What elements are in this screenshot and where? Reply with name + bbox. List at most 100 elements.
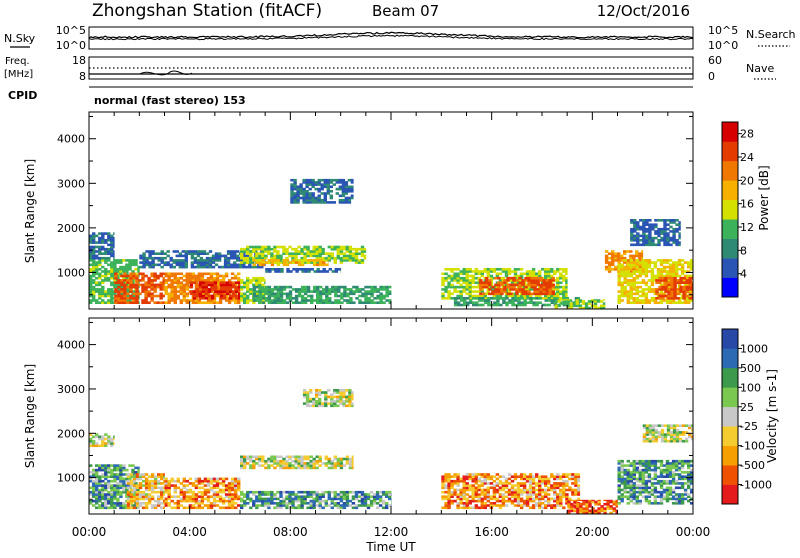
heatmap-cell — [315, 188, 318, 191]
heatmap-cell — [165, 281, 168, 284]
heatmap-cell — [315, 389, 318, 392]
heatmap-cell — [454, 304, 457, 307]
heatmap-cell — [450, 293, 453, 296]
heatmap-cell — [215, 257, 218, 260]
heatmap-cell — [331, 507, 334, 510]
heatmap-cell — [441, 491, 444, 494]
heatmap-cell — [153, 301, 156, 304]
heatmap-cell — [333, 201, 336, 204]
heatmap-cell — [298, 261, 301, 264]
heatmap-cell — [271, 268, 274, 271]
heatmap-cell — [98, 246, 101, 249]
heatmap-cell — [249, 281, 252, 284]
heatmap-cell — [270, 248, 273, 251]
heatmap-cell — [101, 442, 104, 445]
heatmap-cell — [290, 188, 293, 191]
heatmap-cell — [618, 290, 621, 293]
heatmap-cell — [648, 241, 651, 244]
heatmap-cell — [520, 304, 523, 307]
heatmap-cell — [675, 241, 678, 244]
heatmap-cell — [211, 297, 214, 300]
heatmap-cell — [331, 257, 334, 260]
heatmap-cell — [361, 246, 364, 249]
heatmap-cell — [494, 284, 497, 287]
heatmap-cell — [225, 484, 228, 487]
heatmap-cell — [101, 257, 104, 260]
heatmap-cell — [195, 275, 198, 278]
heatmap-cell — [532, 301, 535, 304]
heatmap-cell — [137, 507, 139, 510]
heatmap-cell — [367, 493, 370, 496]
heatmap-cell — [627, 279, 630, 282]
heatmap-cell — [658, 288, 661, 291]
heatmap-cell — [110, 438, 113, 441]
heatmap-cell — [285, 248, 288, 251]
heatmap-cell — [142, 507, 145, 510]
heatmap-cell — [561, 299, 564, 300]
heatmap-cell — [367, 507, 370, 510]
heatmap-cell — [137, 467, 139, 470]
heatmap-cell — [322, 261, 325, 264]
heatmap-cell — [645, 235, 648, 238]
heatmap-cell — [201, 493, 204, 496]
heatmap-cell — [672, 228, 675, 231]
heatmap-cell — [156, 275, 159, 278]
heatmap-cell — [541, 268, 544, 271]
heatmap-cell — [302, 179, 305, 182]
heatmap-cell — [336, 192, 339, 195]
heatmap-cell — [655, 288, 658, 291]
heatmap-cell — [678, 268, 681, 271]
heatmap-cell — [185, 257, 188, 260]
heatmap-cell — [156, 301, 159, 304]
heatmap-cell — [340, 297, 343, 300]
heatmap-cell — [307, 259, 310, 262]
heatmap-cell — [506, 293, 509, 296]
heatmap-cell — [288, 462, 291, 465]
heatmap-cell — [135, 288, 138, 291]
heatmap-cell — [202, 295, 205, 298]
heatmap-cell — [310, 290, 313, 293]
heatmap-cell — [240, 257, 243, 260]
heatmap-cell — [469, 279, 472, 282]
heatmap-cell — [107, 507, 110, 510]
heatmap-cell — [151, 473, 154, 476]
heatmap-cell — [127, 491, 130, 494]
heatmap-cell — [639, 219, 642, 222]
heatmap-cell — [349, 467, 352, 470]
heatmap-cell — [558, 299, 561, 300]
heatmap-cell — [565, 273, 567, 276]
heatmap-cell — [182, 250, 185, 253]
heatmap-cell — [261, 250, 264, 253]
heatmap-cell — [207, 273, 210, 276]
heatmap-cell — [333, 400, 336, 403]
heatmap-cell — [273, 493, 276, 496]
heatmap-cell — [469, 275, 472, 278]
heatmap-cell — [463, 475, 466, 478]
heatmap-cell — [95, 277, 98, 280]
heatmap-cell — [101, 299, 104, 302]
heatmap-cell — [386, 288, 389, 291]
heatmap-cell — [305, 179, 308, 182]
heatmap-cell — [176, 250, 179, 253]
heatmap-cell — [658, 286, 661, 289]
heatmap-cell — [686, 286, 689, 289]
heatmap-cell — [119, 507, 122, 510]
heatmap-cell — [536, 297, 539, 300]
heatmap-cell — [171, 281, 174, 284]
heatmap-cell — [667, 288, 670, 291]
heatmap-cell — [122, 473, 125, 476]
heatmap-cell — [249, 498, 252, 501]
heatmap-cell — [240, 248, 243, 251]
heatmap-cell — [555, 300, 558, 303]
heatmap-cell — [469, 281, 472, 284]
heatmap-cell — [346, 288, 349, 291]
heatmap-cell — [186, 281, 189, 284]
heatmap-cell — [207, 495, 210, 498]
heatmap-cell — [193, 290, 196, 293]
heatmap-cell — [309, 192, 312, 195]
heatmap-cell — [478, 507, 481, 510]
heatmap-cell — [639, 239, 642, 242]
heatmap-cell — [322, 462, 325, 465]
heatmap-cell — [645, 273, 648, 276]
heatmap-cell — [444, 473, 447, 476]
